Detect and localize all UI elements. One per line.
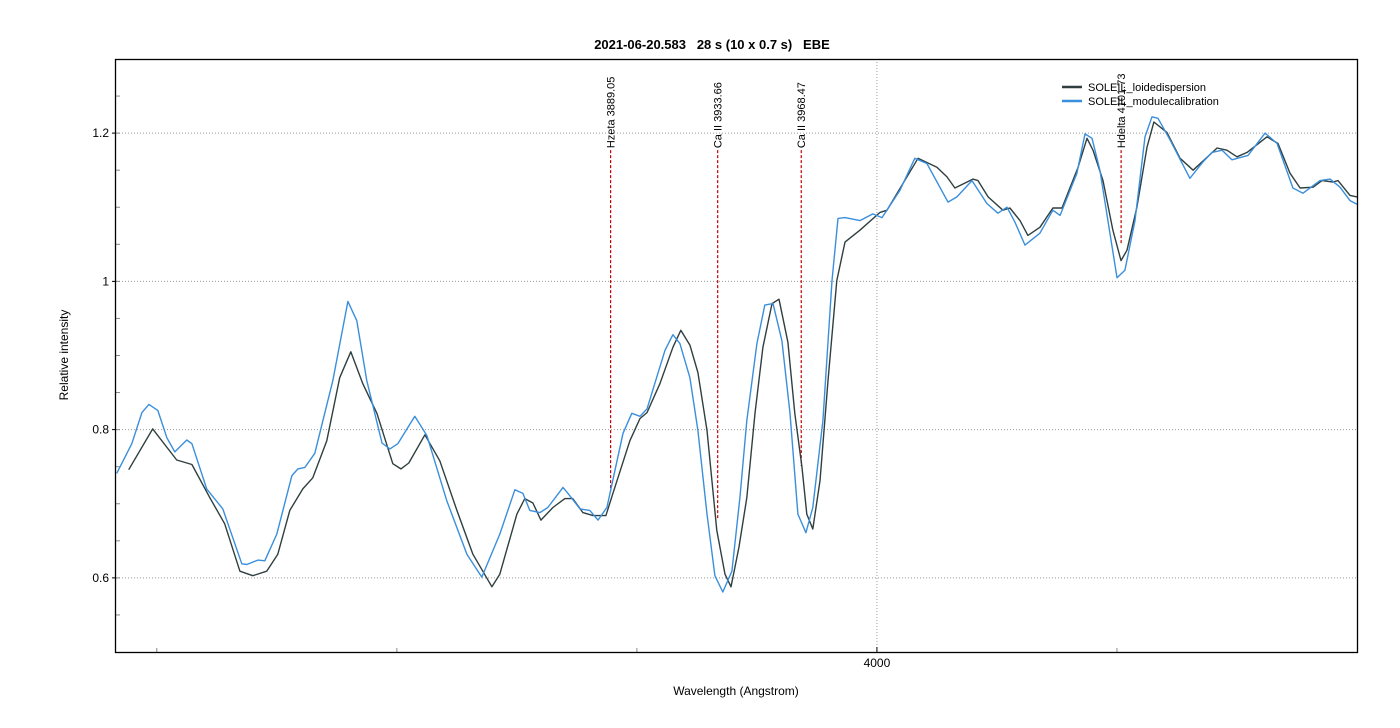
line-annotations: Hzeta 3889.05 Ca II 3933.66 Ca II 3968.47 H… <box>606 74 1128 521</box>
y-tick-label: 0.6 <box>92 571 109 585</box>
legend: SOLEIL_loidedispersion SOLEIL_modulecali… <box>1062 82 1219 108</box>
grid-lines <box>116 59 1357 652</box>
legend-label-0: SOLEIL_loidedispersion <box>1088 82 1206 94</box>
annotation-label: Ca II 3968.47 <box>796 82 808 148</box>
annotation-label: Hdelta 4101.73 <box>1116 74 1128 149</box>
series-line-0 <box>128 121 1358 588</box>
series-lines <box>116 116 1358 593</box>
x-axis-label: Wavelength (Angstrom) <box>673 684 799 698</box>
chart-title: 2021-06-20.583 28 s (10 x 0.7 s) EBE <box>594 37 830 52</box>
series-line-1 <box>116 116 1358 593</box>
y-tick-label: 0.8 <box>92 423 109 437</box>
annotation-label: Ca II 3933.66 <box>713 82 725 148</box>
legend-label-1: SOLEIL_modulecalibration <box>1088 96 1219 108</box>
annotation-label: Hzeta 3889.05 <box>606 77 618 149</box>
y-tick-label: 1 <box>102 274 109 288</box>
plot-frame <box>114 58 1359 654</box>
x-tick-label: 4000 <box>864 656 891 670</box>
axis-ticks: 0.6 0.8 1 1.2 4000 <box>92 95 1118 670</box>
y-axis-label: Relative intensity <box>57 310 71 401</box>
y-tick-label: 1.2 <box>92 126 109 140</box>
